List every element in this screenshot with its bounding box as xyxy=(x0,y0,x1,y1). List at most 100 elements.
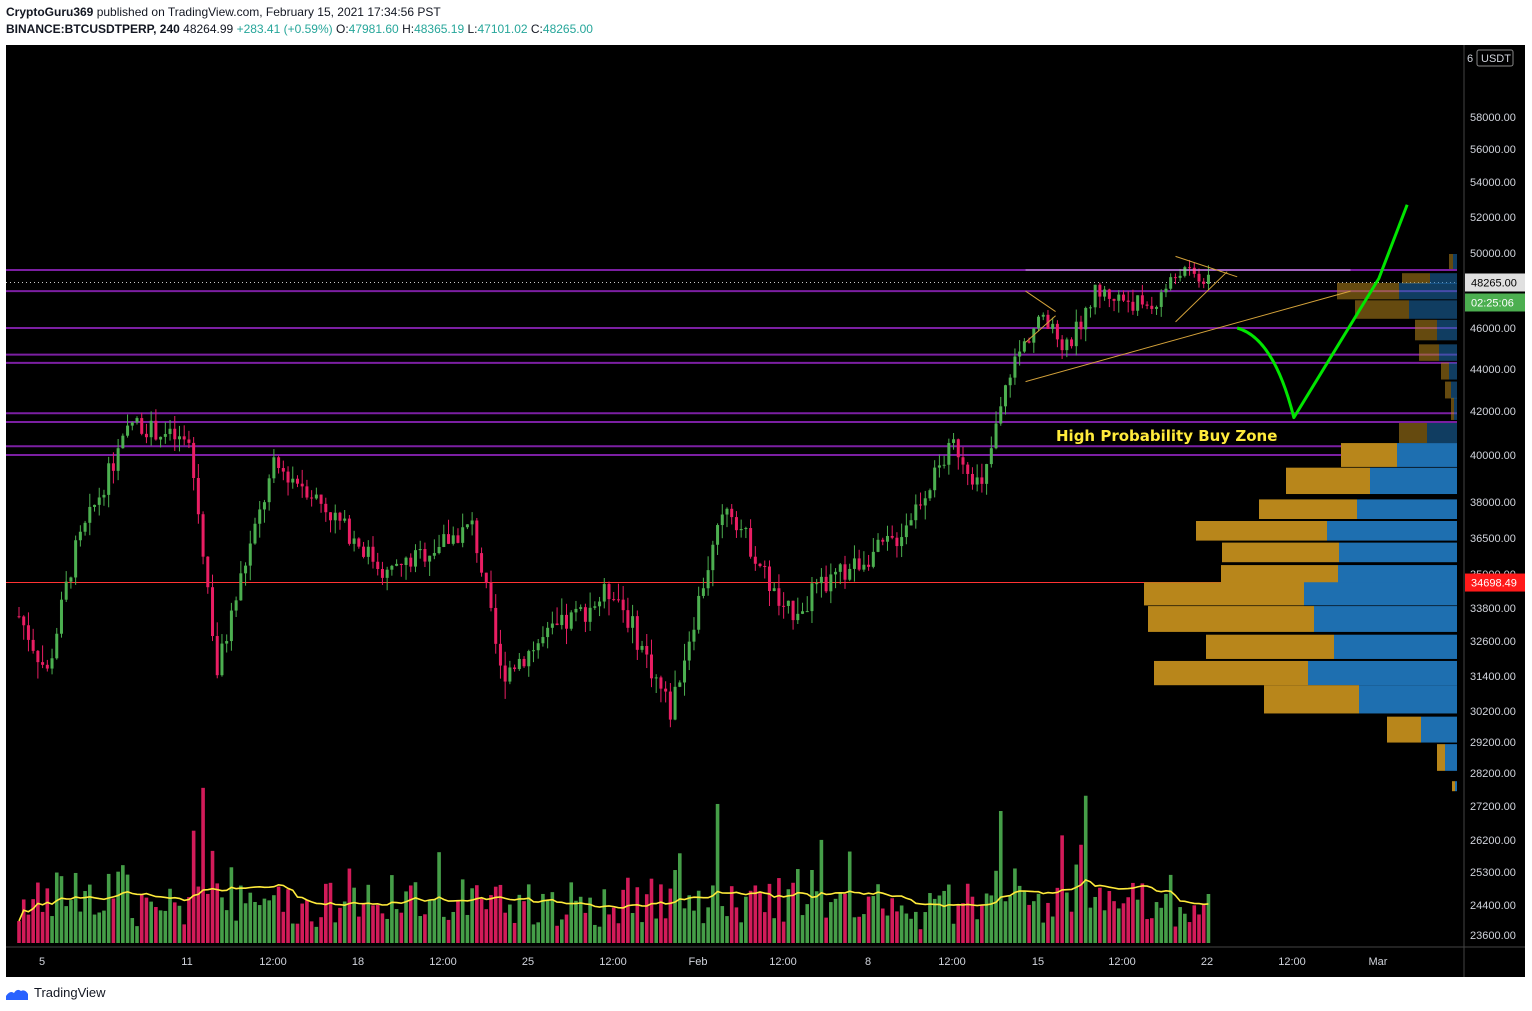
candle-body xyxy=(50,658,54,669)
vp-down-bar xyxy=(1308,660,1457,686)
candle-body xyxy=(244,565,248,574)
y-tick-label: 31400.00 xyxy=(1470,671,1516,683)
pennant-line xyxy=(1175,271,1228,323)
candle-body xyxy=(1070,339,1074,347)
countdown-tag xyxy=(1465,293,1525,312)
candle-body xyxy=(338,512,342,521)
candle-body xyxy=(1041,314,1045,317)
candle-body xyxy=(489,582,493,608)
volume-bar xyxy=(234,920,238,943)
candle-body xyxy=(678,682,682,687)
candle-body xyxy=(782,605,786,607)
vp-up-bar xyxy=(1415,319,1437,341)
volume-bar xyxy=(215,883,220,943)
candle-body xyxy=(258,509,262,524)
candle-body xyxy=(484,572,488,583)
tradingview-logo-icon[interactable] xyxy=(6,986,28,1000)
candle-body xyxy=(819,576,823,584)
volume-bar xyxy=(69,900,73,943)
volume-bar xyxy=(73,872,78,943)
candle-body xyxy=(744,528,748,530)
candle-body xyxy=(598,601,602,607)
volume-bar xyxy=(456,900,460,943)
volume-bar xyxy=(158,910,163,943)
volume-bar xyxy=(621,889,625,943)
x-tick-label: 12:00 xyxy=(769,956,797,968)
candle-body xyxy=(1173,277,1177,279)
candle-body xyxy=(1126,300,1130,302)
vp-up-bar xyxy=(1148,606,1314,632)
candle-body xyxy=(494,607,498,644)
volume-bar xyxy=(876,884,880,943)
candle-body xyxy=(22,616,26,626)
candle-body xyxy=(503,665,507,682)
volume-bar xyxy=(640,922,644,943)
volume-bar xyxy=(21,899,26,943)
volume-bar xyxy=(998,811,1003,943)
vp-down-bar xyxy=(1338,565,1457,583)
volume-bar xyxy=(866,896,871,943)
volume-bar xyxy=(1022,890,1027,943)
vp-down-bar xyxy=(1454,397,1457,420)
y-tick-label: 42000.00 xyxy=(1470,406,1516,418)
volume-bar xyxy=(286,889,290,943)
x-tick-label: 12:00 xyxy=(429,956,457,968)
volume-bar xyxy=(26,914,31,943)
vp-up-bar xyxy=(1419,344,1439,361)
candle-body xyxy=(220,643,224,676)
volume-bar xyxy=(347,868,352,943)
volume-bar xyxy=(1093,896,1097,943)
candle-body xyxy=(428,555,432,562)
volume-ma-line xyxy=(18,878,1209,922)
candle-body xyxy=(697,595,701,630)
y-tick-label: 50000.00 xyxy=(1470,248,1516,260)
volume-bar xyxy=(1131,882,1135,943)
candle-body xyxy=(390,565,394,570)
volume-bar xyxy=(1116,908,1121,943)
volume-bar xyxy=(1121,903,1126,943)
candle-body xyxy=(1103,289,1107,297)
vp-up-bar xyxy=(1154,660,1308,686)
volume-bar xyxy=(1008,895,1012,943)
volume-bar xyxy=(871,896,876,943)
volume-bar xyxy=(659,884,663,943)
candle-body xyxy=(626,610,630,628)
candle-body xyxy=(810,583,814,612)
candle-body xyxy=(395,563,399,566)
volume-bar xyxy=(578,896,583,943)
x-tick-label: 18 xyxy=(352,956,364,968)
volume-bar xyxy=(588,897,592,943)
volume-bar xyxy=(729,886,734,943)
y-tick-label: 24400.00 xyxy=(1470,900,1516,912)
volume-bar xyxy=(36,882,40,943)
volume-bar xyxy=(1164,893,1168,943)
volume-bar xyxy=(154,906,158,943)
author-name[interactable]: CryptoGuru369 xyxy=(6,5,94,19)
volume-bar xyxy=(475,885,479,943)
candle-body xyxy=(74,540,78,578)
volume-bar xyxy=(300,903,304,943)
y-tick-label: 46000.00 xyxy=(1470,323,1516,335)
candle-body xyxy=(829,574,833,592)
volume-bar xyxy=(432,899,437,943)
vp-down-bar xyxy=(1449,362,1457,380)
tradingview-brand[interactable]: TradingView xyxy=(34,985,106,1000)
vp-down-bar xyxy=(1409,300,1457,319)
candle-body xyxy=(1150,305,1154,309)
candle-body xyxy=(546,627,550,638)
volume-bar xyxy=(1017,885,1022,943)
candle-body xyxy=(909,520,913,526)
vp-up-bar xyxy=(1144,582,1304,606)
volume-bar xyxy=(83,891,87,943)
candle-body xyxy=(1169,277,1173,289)
candle-body xyxy=(730,508,734,518)
chart-area[interactable]: High Probability Buy Zone 58000.00 56000.0… xyxy=(6,45,1525,977)
volume-bar xyxy=(333,922,338,943)
candle-body xyxy=(664,688,668,692)
candle-body xyxy=(871,551,875,567)
candle-body xyxy=(310,497,314,499)
price-chart[interactable]: High Probability Buy Zone 58000.00 56000.0… xyxy=(6,45,1525,977)
volume-bar xyxy=(555,925,559,943)
flag-line xyxy=(1025,290,1056,313)
candle-body xyxy=(432,553,436,556)
